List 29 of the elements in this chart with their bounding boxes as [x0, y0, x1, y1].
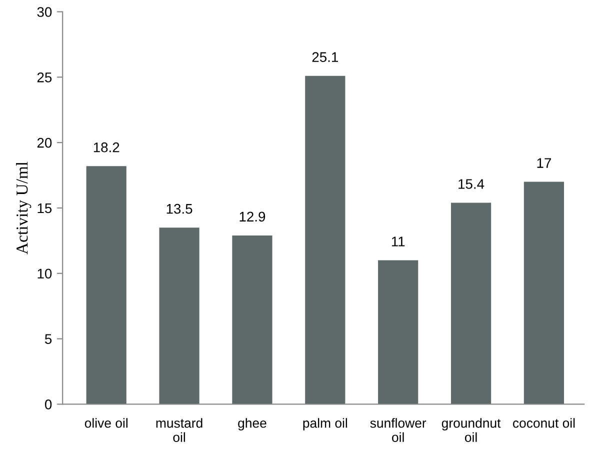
x-tick-label: groundnut oil: [442, 418, 501, 442]
bar: [86, 166, 126, 404]
y-tick-label: 5: [44, 334, 52, 344]
data-label: 17: [537, 158, 551, 168]
data-label: 13.5: [166, 204, 192, 214]
bar: [524, 182, 564, 404]
x-tick-label: coconut oil: [512, 418, 575, 428]
y-axis-title: Activity U/ml: [16, 162, 32, 254]
bar: [450, 202, 492, 404]
bar: [159, 228, 200, 404]
x-tick-label: olive oil: [84, 418, 128, 428]
y-tick-label: 30: [37, 7, 52, 17]
data-label: 15.4: [458, 179, 484, 189]
x-tick-label: ghee: [238, 418, 266, 430]
y-tick-label: 0: [44, 400, 52, 410]
y-tick-label: 10: [38, 268, 52, 279]
data-label: 12.9: [240, 212, 266, 222]
y-tick-label: 20: [37, 138, 52, 148]
y-tick-label: 15: [38, 203, 52, 214]
x-tick-label: mustard oil: [156, 418, 202, 442]
bar: [378, 260, 418, 404]
y-tick-label: 25: [37, 72, 52, 82]
x-tick-label: sunflower oil: [370, 418, 426, 442]
bar: [305, 76, 346, 404]
data-label: 18.2: [94, 142, 120, 152]
x-tick-label: palm oil: [303, 418, 348, 430]
bar: [232, 235, 272, 404]
data-label: 25.1: [312, 52, 338, 62]
data-label: 11: [392, 236, 405, 246]
